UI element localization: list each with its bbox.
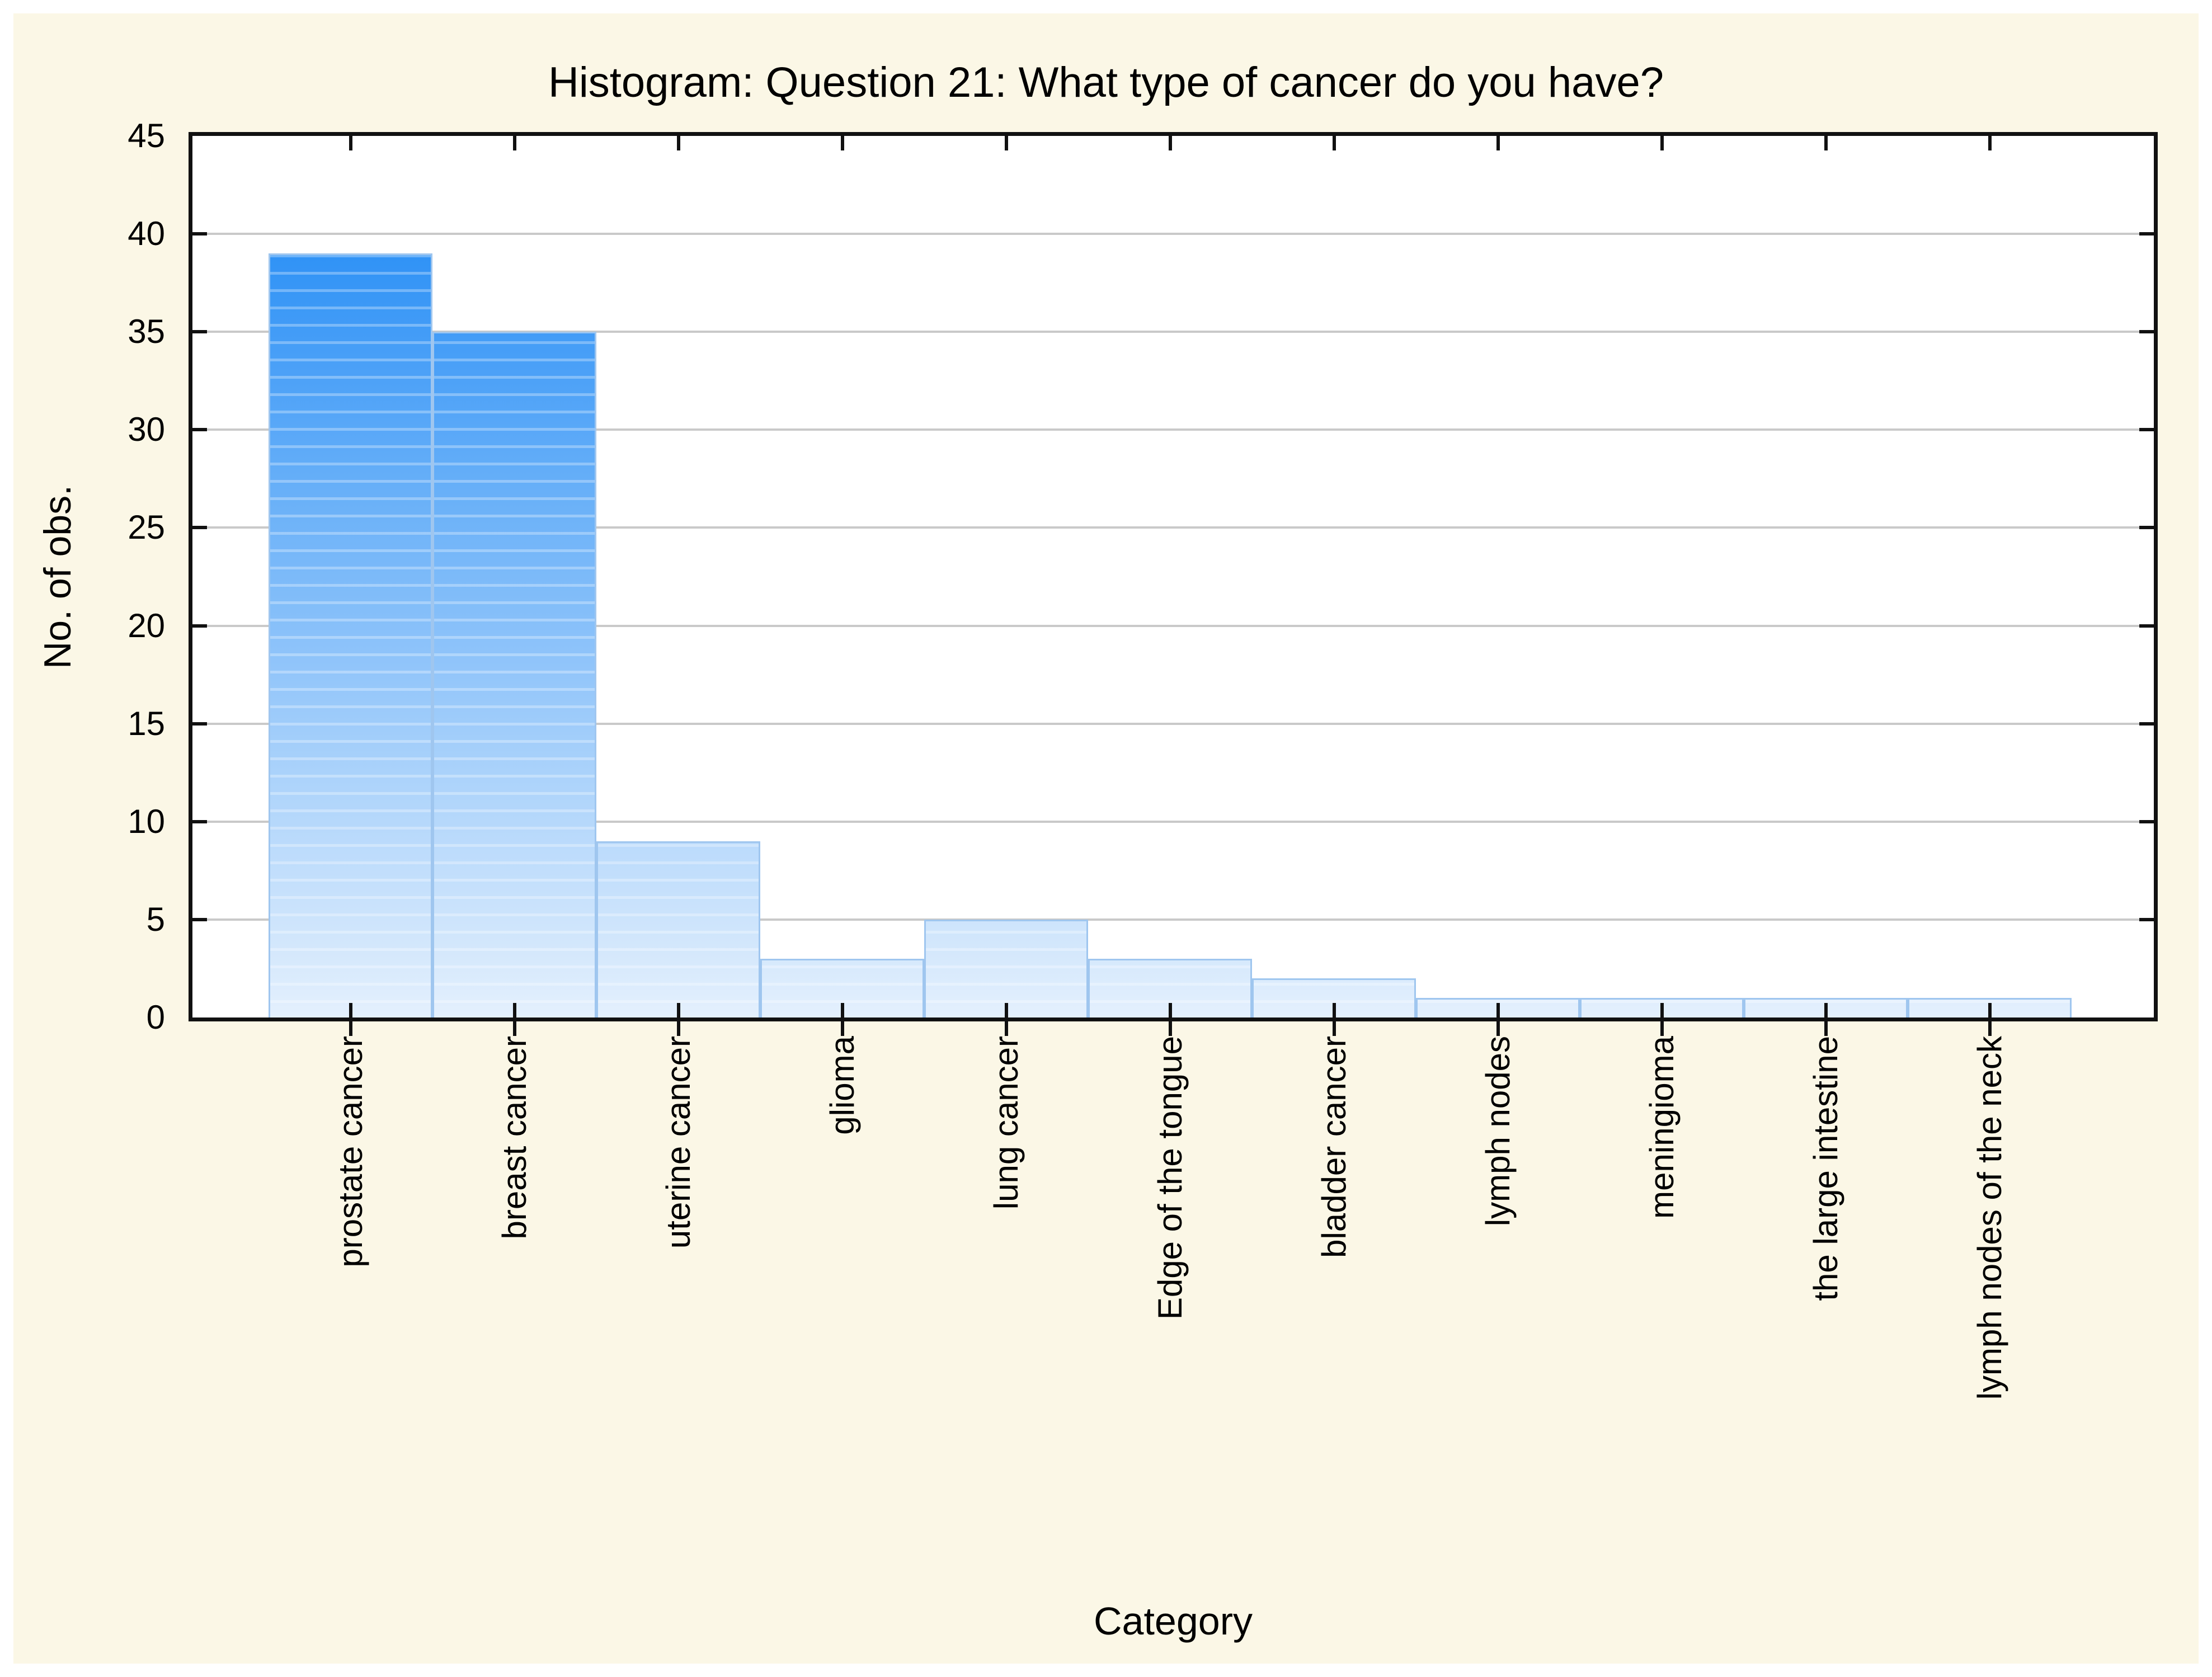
x-category-cell-6: Edge of the tongue xyxy=(1088,1036,1252,1573)
y-tick-label-15: 15 xyxy=(128,704,165,742)
x-category-label: prostate cancer xyxy=(332,1036,369,1268)
bar-lymph-nodes xyxy=(1416,997,1580,1017)
x-category-cell-2: breast cancer xyxy=(432,1036,596,1573)
bar-meningioma xyxy=(1580,997,1744,1017)
y-tick-label-30: 30 xyxy=(128,411,165,449)
x-category-label: the large intestine xyxy=(1807,1036,1844,1301)
x-category-cell-9: meningioma xyxy=(1580,1036,1744,1573)
x-category-label: Edge of the tongue xyxy=(1151,1036,1189,1320)
plot-area xyxy=(189,132,2158,1036)
x-category-label: lymph nodes xyxy=(1479,1036,1517,1227)
x-category-label: bladder cancer xyxy=(1315,1036,1353,1258)
bar-lung-cancer xyxy=(924,919,1088,1017)
x-category-cell-8: lymph nodes xyxy=(1416,1036,1580,1573)
x-category-label: meningioma xyxy=(1643,1036,1681,1219)
chart-title: Histogram: Question 21: What type of can… xyxy=(548,59,1664,106)
bar-breast-cancer xyxy=(432,332,596,1017)
y-tick-label-0: 0 xyxy=(146,998,165,1036)
x-category-label: lymph nodes of the neck xyxy=(1971,1036,2008,1400)
x-category-cell-11: lymph nodes of the neck xyxy=(1908,1036,2072,1573)
bar-the-large-intestine xyxy=(1744,997,1908,1017)
y-tick-label-35: 35 xyxy=(128,313,165,351)
y-tick-label-25: 25 xyxy=(128,508,165,547)
y-tick-label-10: 10 xyxy=(128,802,165,840)
x-category-cell-3: uterine cancer xyxy=(596,1036,760,1573)
x-category-label: lung cancer xyxy=(987,1036,1025,1210)
x-category-labels: prostate cancer breast cancer uterine canc… xyxy=(192,1036,2154,1573)
y-axis-title: No. of obs. xyxy=(27,132,88,1021)
x-category-cell-10: the large intestine xyxy=(1744,1036,1908,1573)
bar-uterine-cancer xyxy=(596,841,760,1017)
x-category-label: uterine cancer xyxy=(660,1036,697,1249)
x-category-cell-7: bladder cancer xyxy=(1252,1036,1416,1573)
bar-lymph-nodes-of-the-neck xyxy=(1908,997,2072,1017)
x-axis-title: Category xyxy=(1093,1599,1253,1643)
x-category-label: breast cancer xyxy=(496,1036,533,1240)
bar-edge-of-the-tongue xyxy=(1088,958,1252,1017)
bar-bladder-cancer xyxy=(1252,978,1416,1017)
bar-glioma xyxy=(760,958,924,1017)
bars-row xyxy=(192,136,2154,1017)
x-category-cell-1: prostate cancer xyxy=(269,1036,432,1573)
x-category-label: glioma xyxy=(823,1036,861,1135)
y-tick-label-40: 40 xyxy=(128,215,165,253)
y-tick-label-5: 5 xyxy=(146,900,165,938)
x-category-cell-4: glioma xyxy=(760,1036,924,1573)
y-tick-label-20: 20 xyxy=(128,606,165,644)
y-tick-label-45: 45 xyxy=(128,117,165,154)
bar-prostate-cancer xyxy=(269,253,432,1017)
x-category-cell-5: lung cancer xyxy=(924,1036,1088,1573)
